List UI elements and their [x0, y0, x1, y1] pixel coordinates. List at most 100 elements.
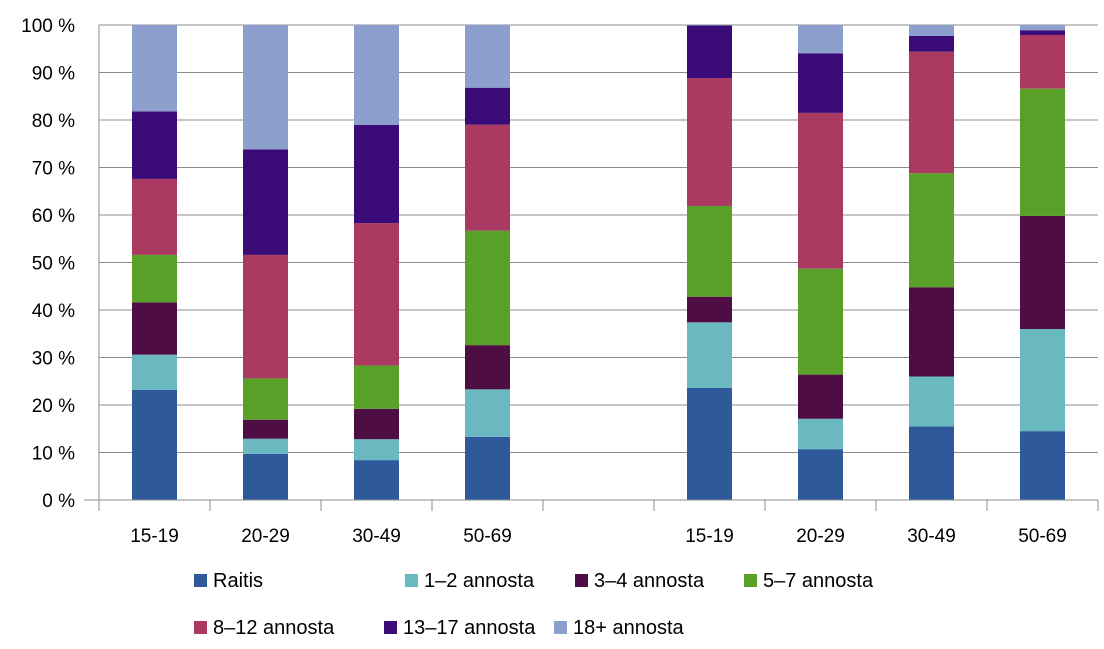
y-tick-label: 40 %: [32, 301, 75, 322]
legend-swatch: [194, 621, 207, 634]
legend-label: 8–12 annosta: [213, 617, 335, 639]
bar-segment: [243, 453, 288, 500]
bar-segment: [465, 124, 510, 231]
y-tick-label: 10 %: [32, 444, 75, 465]
bar-segment: [354, 25, 399, 125]
bar-segment: [132, 389, 177, 500]
bar-segment: [132, 302, 177, 355]
bar-segment: [1020, 34, 1065, 89]
legend: Raitis 1–2 annosta 3–4 annosta 5–7 annosta 8…: [194, 570, 874, 639]
bar-segment: [354, 460, 399, 500]
x-tick-label: 30-49: [907, 526, 956, 547]
x-tick-label: 50-69: [463, 526, 512, 547]
bar-segment: [132, 254, 177, 303]
bar-segment: [132, 25, 177, 112]
bar-segment: [798, 449, 843, 500]
legend-swatch: [575, 574, 588, 587]
bar-segment: [465, 87, 510, 125]
bar-segment: [1020, 30, 1065, 35]
y-tick-label: 80 %: [32, 111, 75, 132]
legend-swatch: [384, 621, 397, 634]
legend-label: 3–4 annosta: [594, 570, 705, 592]
bar-segment: [687, 296, 732, 323]
bar-segment: [132, 111, 177, 179]
bar-segment: [1020, 431, 1065, 500]
bar-segment: [687, 25, 732, 79]
y-tick-label: 100 %: [21, 16, 75, 37]
x-tick-label: 20-29: [241, 526, 290, 547]
bar-segment: [243, 254, 288, 379]
bar-segment: [798, 374, 843, 419]
legend-label: 1–2 annosta: [424, 570, 535, 592]
bar-segment: [243, 25, 288, 150]
bar-segment: [798, 25, 843, 54]
bar-segment: [687, 322, 732, 388]
bar-segment: [132, 178, 177, 255]
bar-segment: [465, 389, 510, 437]
bar-segment: [243, 438, 288, 454]
legend-label: Raitis: [213, 570, 263, 592]
bar-segment: [798, 418, 843, 450]
bar-segment: [909, 376, 954, 427]
bar-segment: [1020, 329, 1065, 432]
legend-item: 5–7 annosta: [744, 570, 874, 592]
x-tick-label: 20-29: [796, 526, 845, 547]
bar-segment: [687, 78, 732, 206]
legend-swatch: [744, 574, 757, 587]
bar-segment: [687, 387, 732, 500]
legend-item: 1–2 annosta: [405, 570, 535, 592]
x-tick-label: 15-19: [130, 526, 179, 547]
legend-label: 5–7 annosta: [763, 570, 874, 592]
x-axis-tick-labels: 15-19 20-29 30-49 50-69 15-19 20-29 30-49 50-69: [130, 526, 1067, 547]
y-tick-label: 70 %: [32, 159, 75, 180]
bar-segment: [909, 35, 954, 52]
bar-segment: [354, 439, 399, 461]
bar-segment: [354, 124, 399, 224]
y-tick-label: 60 %: [32, 206, 75, 227]
legend-item: Raitis: [194, 570, 263, 592]
legend-item: 8–12 annosta: [194, 617, 335, 639]
y-tick-label: 50 %: [32, 254, 75, 275]
bar-segment: [798, 53, 843, 113]
bar-segment: [909, 25, 954, 36]
legend-item: 3–4 annosta: [575, 570, 705, 592]
x-tick-label: 15-19: [685, 526, 734, 547]
legend-item: 13–17 annosta: [384, 617, 536, 639]
legend-item: 18+ annosta: [554, 617, 685, 639]
bar-segment: [1020, 88, 1065, 216]
bar-segment: [354, 408, 399, 440]
bar-segment: [243, 378, 288, 420]
legend-swatch: [554, 621, 567, 634]
x-tick-label: 30-49: [352, 526, 401, 547]
bar-segment: [354, 365, 399, 409]
legend-label: 18+ annosta: [573, 617, 685, 639]
bar-segment: [465, 436, 510, 500]
y-tick-label: 90 %: [32, 64, 75, 85]
bars: [132, 25, 1065, 500]
legend-swatch: [405, 574, 418, 587]
x-tick-label: 50-69: [1018, 526, 1067, 547]
bar-segment: [909, 51, 954, 174]
bar-segment: [354, 223, 399, 366]
legend-swatch: [194, 574, 207, 587]
bar-segment: [465, 25, 510, 88]
y-axis-tick-labels: 0 % 10 % 20 % 30 % 40 % 50 % 60 % 70 % 80 % 90 % 1…: [21, 16, 75, 512]
y-tick-label: 0 %: [42, 491, 75, 512]
bar-segment: [687, 205, 732, 297]
axes: [84, 25, 1099, 511]
bar-segment: [243, 149, 288, 255]
bar-segment: [465, 345, 510, 390]
bar-segment: [909, 173, 954, 288]
bar-segment: [465, 230, 510, 346]
bar-segment: [909, 287, 954, 377]
bar-segment: [798, 268, 843, 375]
bar-segment: [909, 426, 954, 500]
bar-segment: [1020, 215, 1065, 329]
y-tick-label: 20 %: [32, 396, 75, 417]
y-tick-label: 30 %: [32, 349, 75, 370]
legend-label: 13–17 annosta: [403, 617, 536, 639]
bar-segment: [798, 112, 843, 269]
bar-segment: [132, 354, 177, 390]
bar-segment: [1020, 25, 1065, 31]
